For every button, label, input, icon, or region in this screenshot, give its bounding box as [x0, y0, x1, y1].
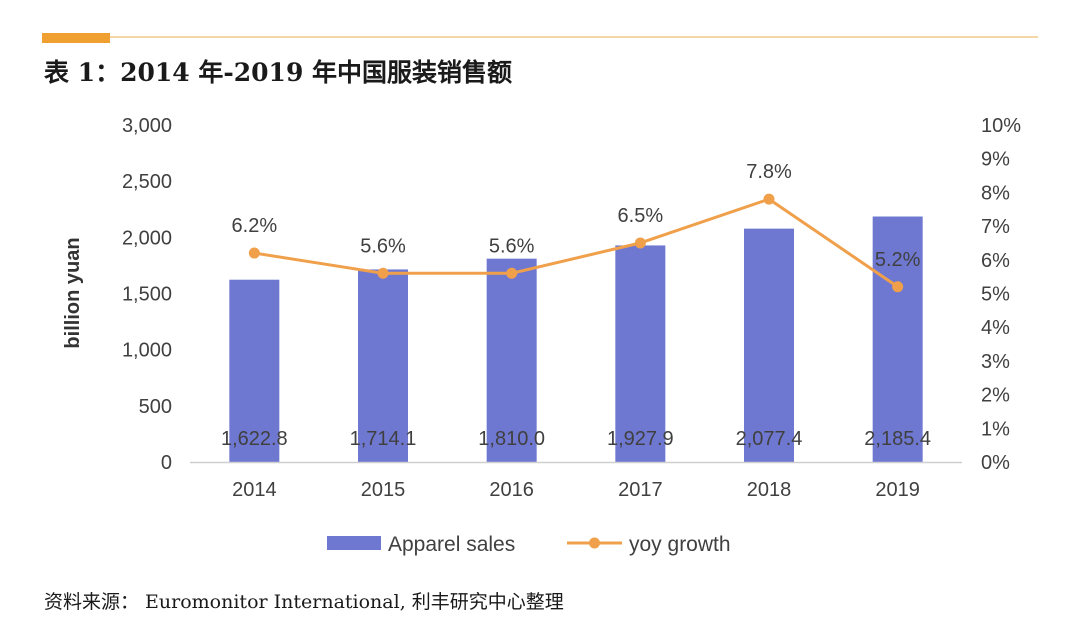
left-tick-label: 0 [161, 452, 172, 474]
x-axis-ticks: 2014 2015 2016 2017 2018 2019 [232, 479, 920, 501]
x-tick-label: 2017 [618, 479, 663, 501]
right-tick-label: 1% [981, 418, 1010, 440]
source-note: 资料来源： Euromonitor International, 利丰研究中心整… [44, 591, 564, 613]
bar [229, 279, 280, 462]
growth-data-label: 5.6% [360, 235, 406, 257]
line-data-labels: 6.2% 5.6% 5.6% 6.5% 7.8% 5.2% [232, 161, 921, 271]
x-tick-label: 2019 [875, 479, 920, 501]
left-tick-label: 1,000 [122, 340, 172, 362]
legend-swatch-bar [327, 536, 381, 550]
bar-series [229, 216, 923, 462]
x-tick-label: 2018 [747, 479, 792, 501]
growth-point [892, 281, 904, 293]
bar [486, 258, 537, 462]
chart-title: 表 1：2014 年-2019 年中国服装销售额 [44, 58, 512, 87]
growth-data-label: 6.5% [618, 205, 664, 227]
left-tick-label: 3,000 [122, 115, 172, 137]
growth-data-label: 5.6% [489, 235, 535, 257]
right-tick-label: 4% [981, 317, 1010, 339]
left-axis-ticks: 0 500 1,000 1,500 2,000 2,500 3,000 [122, 115, 172, 474]
legend-label-bar: Apparel sales [388, 533, 515, 556]
legend-swatch-marker [589, 537, 600, 549]
right-tick-label: 10% [981, 115, 1021, 137]
header-accent-bar [42, 33, 110, 43]
growth-point [506, 267, 518, 279]
right-tick-label: 7% [981, 216, 1010, 238]
left-tick-label: 2,000 [122, 227, 172, 249]
left-tick-label: 500 [139, 396, 172, 418]
right-tick-label: 2% [981, 385, 1010, 407]
bar [744, 228, 794, 462]
growth-point [377, 267, 389, 279]
growth-point [248, 247, 260, 259]
bar-data-label: 1,810.0 [478, 428, 545, 450]
right-tick-label: 8% [981, 182, 1010, 204]
y-axis-label: billion yuan [62, 237, 84, 348]
right-axis-ticks: 0% 1% 2% 3% 4% 5% 6% 7% 8% 9% 10% [981, 115, 1021, 474]
legend: Apparel sales yoy growth [327, 533, 731, 556]
left-tick-label: 1,500 [122, 284, 172, 306]
growth-data-label: 7.8% [746, 161, 792, 183]
right-tick-label: 5% [981, 284, 1010, 306]
line-series [248, 193, 904, 293]
right-tick-label: 3% [981, 351, 1010, 373]
bar-data-label: 1,622.8 [221, 428, 288, 450]
right-tick-label: 6% [981, 250, 1010, 272]
growth-point [763, 193, 775, 205]
right-tick-label: 9% [981, 149, 1010, 171]
bar-data-label: 1,714.1 [350, 428, 417, 450]
bar [872, 216, 923, 462]
growth-data-label: 6.2% [232, 215, 278, 237]
x-tick-label: 2015 [361, 479, 406, 501]
x-tick-label: 2014 [232, 479, 277, 501]
bar-data-label: 1,927.9 [607, 428, 674, 450]
bar-data-label: 2,077.4 [736, 428, 803, 450]
growth-point [634, 237, 646, 249]
growth-line [254, 197, 899, 288]
right-tick-label: 0% [981, 452, 1010, 474]
growth-data-label: 5.2% [875, 249, 921, 271]
left-tick-label: 2,500 [122, 171, 172, 193]
bar [615, 245, 666, 462]
legend-label-line: yoy growth [629, 533, 731, 556]
x-tick-label: 2016 [489, 479, 534, 501]
bar-data-label: 2,185.4 [864, 428, 931, 450]
bar-data-labels: 1,622.8 1,714.1 1,810.0 1,927.9 2,077.4 2,185… [221, 428, 931, 450]
bar [358, 269, 408, 462]
